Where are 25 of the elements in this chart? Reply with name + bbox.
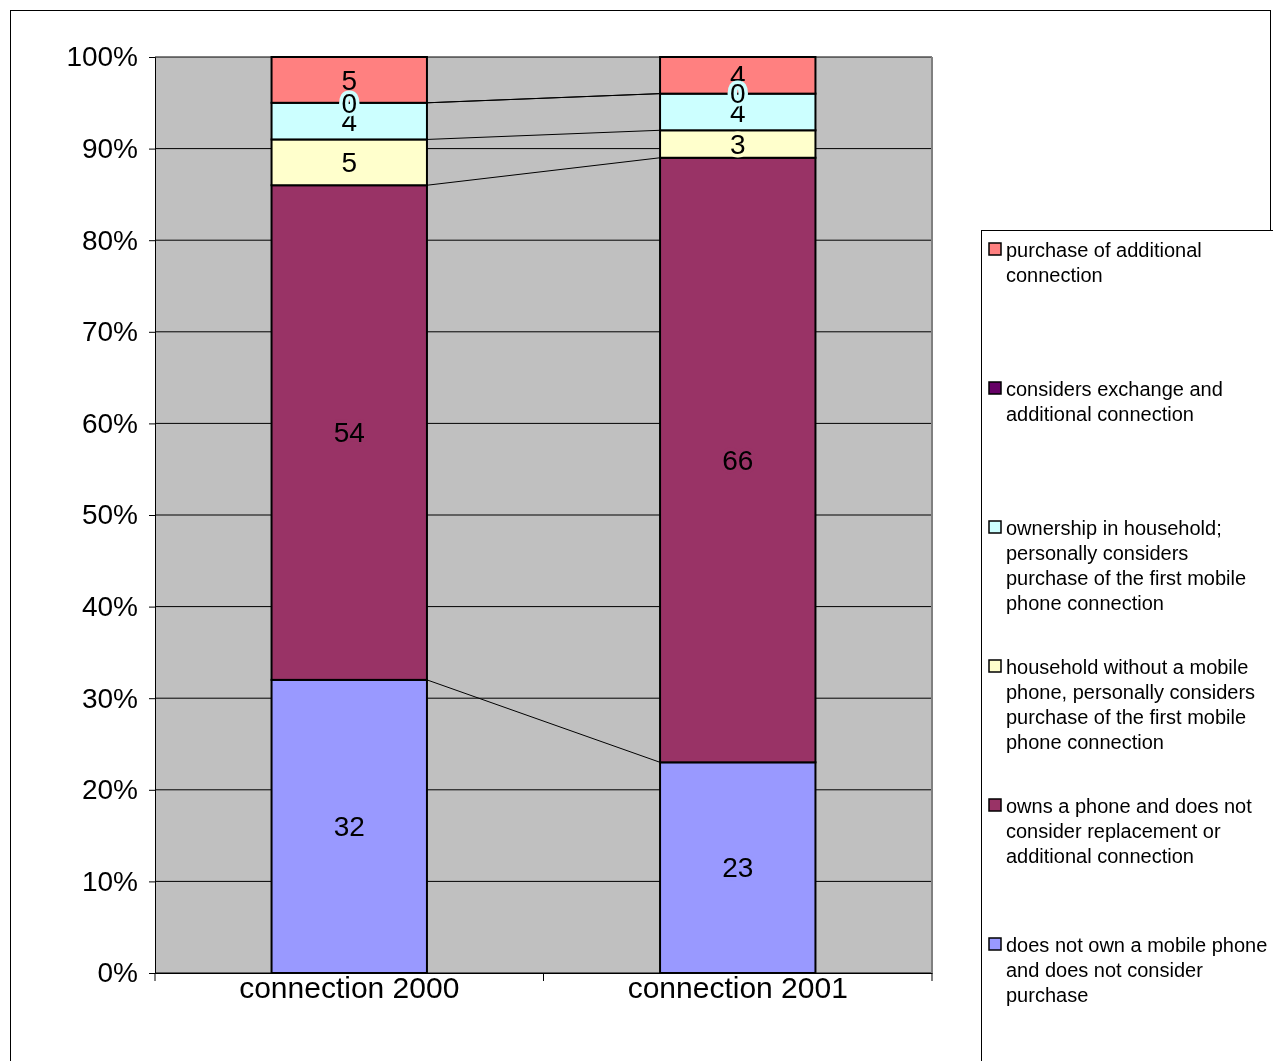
y-tick-label: 30% [81, 682, 138, 714]
x-tick-label: connection 2000 [239, 971, 460, 1004]
y-tick-label: 50% [81, 499, 138, 531]
y-tick-label: 20% [81, 774, 138, 806]
x-tick-label: connection 2001 [627, 971, 848, 1004]
y-tick-label: 80% [81, 224, 138, 256]
legend-label: household without a mobile phone, personally considers purchase of the first mobile phone connection [1006, 656, 1256, 753]
data-label: 3 [729, 128, 746, 160]
y-tick-label: 90% [81, 133, 138, 165]
data-label: 23 [722, 852, 754, 884]
y-tick-label: 70% [81, 316, 138, 348]
data-label: 54 [333, 417, 365, 449]
y-tick-label: 60% [81, 407, 138, 439]
y-tick-label: 10% [81, 865, 138, 897]
data-label: 5 [341, 147, 358, 179]
y-tick-label: 100% [66, 41, 138, 73]
legend-label: purchase of additional connection [1006, 239, 1202, 286]
data-label: 66 [722, 444, 754, 476]
legend-label: ownership in household; personally considers purchase of the first mobile phone connection [1006, 517, 1247, 614]
legend-label: owns a phone and does not consider replacement or additional connection [1006, 795, 1253, 867]
y-tick-label: 40% [81, 591, 138, 623]
data-label: 32 [333, 811, 365, 843]
legend-label: considers exchange and additional connection [1006, 378, 1223, 425]
legend-label: does not own a mobile phone and does not consider purchase [1006, 934, 1268, 1006]
y-tick-label: 0% [97, 957, 138, 989]
